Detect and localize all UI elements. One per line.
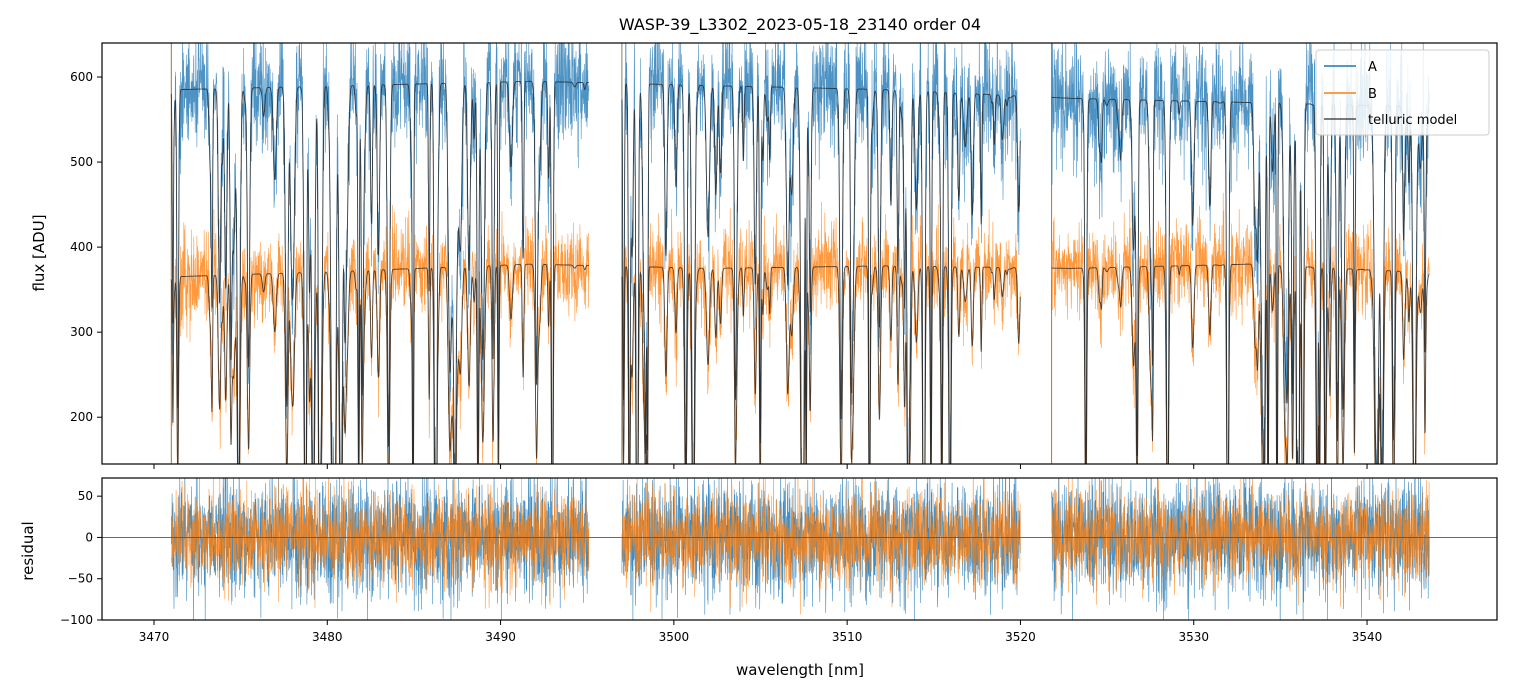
flux-y-tick-label: 400 xyxy=(70,240,93,254)
legend-label-a: A xyxy=(1368,60,1377,75)
model-b-line-seg2 xyxy=(1051,263,1430,464)
series-b-line-seg2 xyxy=(1051,192,1430,464)
chart-title: WASP-39_L3302_2023-05-18_23140 order 04 xyxy=(619,15,981,35)
model-b-line-seg1 xyxy=(621,265,1021,464)
flux-panel: 200 300 400 500 600 flux [ADU] A B telluric … xyxy=(30,42,1498,469)
model-a-line-seg0 xyxy=(170,80,589,464)
residual-b-line-seg2 xyxy=(1051,478,1430,607)
residual-y-tick-label: 50 xyxy=(78,489,93,503)
residual-panel: 3470 3480 3490 3500 3510 3520 3530 3540 −100 −50 0… xyxy=(19,477,1498,679)
model-b-line-seg0 xyxy=(170,263,589,464)
residual-y-tick-label: −50 xyxy=(68,572,93,586)
legend: A B telluric model xyxy=(1315,49,1490,136)
residual-x-tick-label: 3480 xyxy=(312,630,343,644)
flux-ticks: 200 300 400 500 600 xyxy=(70,70,1368,469)
residual-axes-frame xyxy=(101,477,1498,621)
series-b-line-seg1 xyxy=(621,201,1021,464)
residual-y-tick-label: −100 xyxy=(60,613,93,627)
legend-box xyxy=(1315,49,1490,136)
residual-x-tick-label: 3540 xyxy=(1352,630,1383,644)
residual-x-tick-label: 3500 xyxy=(659,630,690,644)
residual-x-tick-label: 3530 xyxy=(1178,630,1209,644)
legend-label-b: B xyxy=(1368,87,1377,102)
legend-label-model: telluric model xyxy=(1368,113,1457,128)
residual-x-tick-label: 3490 xyxy=(485,630,516,644)
residual-x-tick-label: 3510 xyxy=(832,630,863,644)
residual-xlabel: wavelength [nm] xyxy=(736,661,864,679)
residual-ylabel: residual xyxy=(19,521,37,580)
residual-data-area xyxy=(102,478,1497,620)
model-a-line-seg1 xyxy=(621,83,1021,464)
residual-ticks: 3470 3480 3490 3500 3510 3520 3530 3540 −100 −50 0… xyxy=(60,489,1382,644)
residual-b-line-seg1 xyxy=(621,478,1021,615)
flux-y-tick-label: 500 xyxy=(70,155,93,169)
flux-axes-frame xyxy=(101,42,1498,465)
flux-y-tick-label: 600 xyxy=(70,70,93,84)
flux-data-area xyxy=(170,43,1430,464)
flux-y-tick-label: 300 xyxy=(70,325,93,339)
flux-ylabel: flux [ADU] xyxy=(30,214,48,291)
residual-x-tick-label: 3470 xyxy=(139,630,170,644)
residual-b-line-seg0 xyxy=(171,478,590,609)
residual-y-tick-label: 0 xyxy=(85,530,93,544)
flux-y-tick-label: 200 xyxy=(70,410,93,424)
residual-x-tick-label: 3520 xyxy=(1005,630,1036,644)
